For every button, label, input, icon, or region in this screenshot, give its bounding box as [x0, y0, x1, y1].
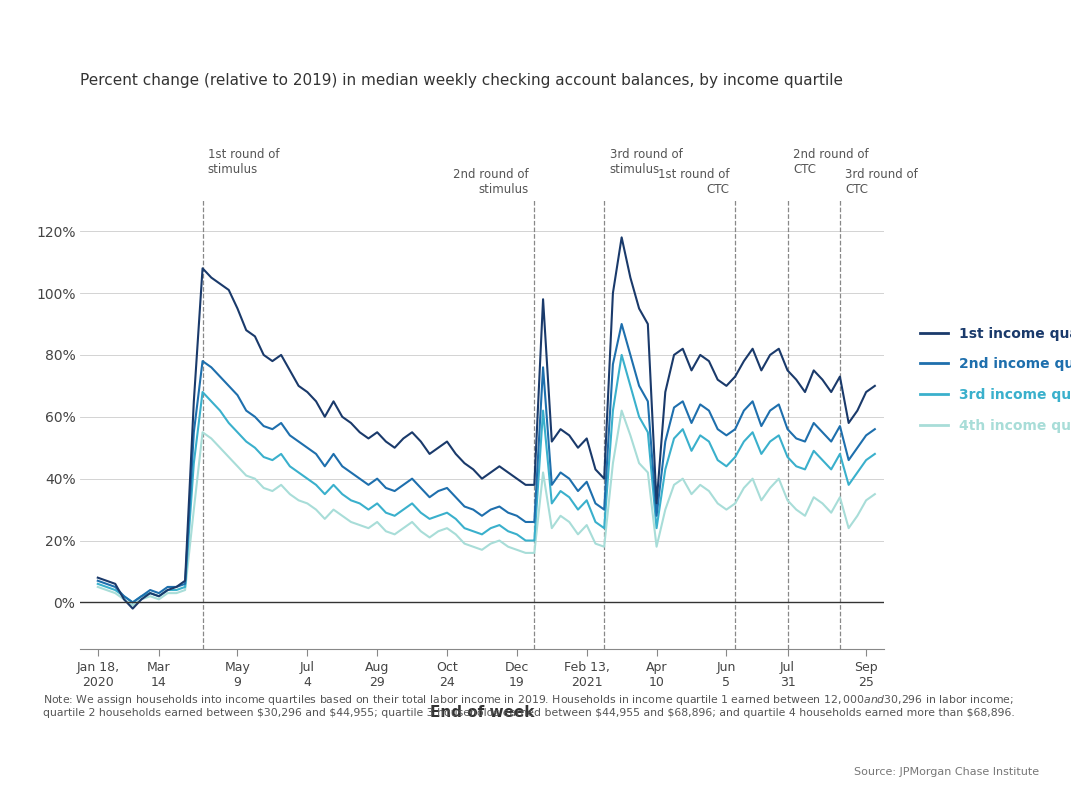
Text: 2nd round of
CTC: 2nd round of CTC	[793, 148, 869, 176]
Text: 3rd round of
stimulus: 3rd round of stimulus	[609, 148, 682, 176]
Text: Note: We assign households into income quartiles based on their total labor inco: Note: We assign households into income q…	[43, 693, 1014, 718]
Text: Percent change (relative to 2019) in median weekly checking account balances, by: Percent change (relative to 2019) in med…	[80, 73, 843, 88]
Text: Source: JPMorgan Chase Institute: Source: JPMorgan Chase Institute	[854, 767, 1039, 777]
Text: 2nd round of
stimulus: 2nd round of stimulus	[453, 168, 529, 196]
Legend: 1st income quartile, 2nd income quartile, 3rd income quartile, 4th income quarti: 1st income quartile, 2nd income quartile…	[915, 321, 1071, 438]
X-axis label: End of week: End of week	[429, 706, 534, 720]
Text: 1st round of
stimulus: 1st round of stimulus	[208, 148, 280, 176]
Text: 3rd round of
CTC: 3rd round of CTC	[845, 168, 918, 196]
Text: 1st round of
CTC: 1st round of CTC	[659, 168, 729, 196]
